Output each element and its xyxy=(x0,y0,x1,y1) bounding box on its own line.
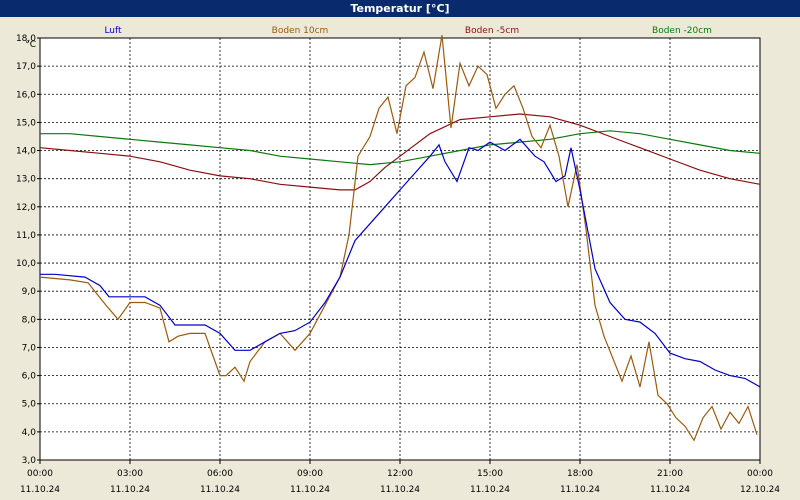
legend-entry-boden-20cm: Boden -20cm xyxy=(652,26,712,36)
x-tick-time: 09:00 xyxy=(297,469,323,479)
x-tick-date: 11.10.24 xyxy=(110,485,150,495)
y-tick-label: 6,0 xyxy=(22,372,37,382)
x-tick-date: 11.10.24 xyxy=(200,485,240,495)
x-tick-time: 15:00 xyxy=(477,469,503,479)
legend-entry-boden-10cm: Boden 10cm xyxy=(272,26,329,36)
y-tick-label: 16,0 xyxy=(16,90,36,100)
x-tick-time: 18:00 xyxy=(567,469,593,479)
y-unit-label: °C xyxy=(25,40,36,50)
x-tick-date: 11.10.24 xyxy=(380,485,420,495)
y-tick-label: 4,0 xyxy=(22,428,37,438)
series-line-boden-5cm xyxy=(39,113,761,191)
y-tick-label: 14,0 xyxy=(16,147,36,157)
y-tick-label: 18,0 xyxy=(16,34,36,44)
series-line-boden-20cm xyxy=(40,130,761,166)
y-tick-label: 5,0 xyxy=(22,400,37,410)
y-tick-label: 10,0 xyxy=(16,259,36,269)
x-tick-date: 11.10.24 xyxy=(650,485,690,495)
x-tick-time: 06:00 xyxy=(207,469,233,479)
y-tick-label: 15,0 xyxy=(16,118,36,128)
x-tick-time: 03:00 xyxy=(117,469,143,479)
series-line-boden-10cm xyxy=(39,35,758,442)
y-tick-label: 3,0 xyxy=(22,456,37,466)
y-tick-label: 11,0 xyxy=(16,231,36,241)
legend-entry-luft: Luft xyxy=(104,26,122,36)
x-tick-time: 00:00 xyxy=(747,469,773,479)
x-tick-time: 00:00 xyxy=(27,469,53,479)
y-tick-label: 8,0 xyxy=(22,315,37,325)
x-tick-date: 11.10.24 xyxy=(560,485,600,495)
x-tick-date: 11.10.24 xyxy=(20,485,60,495)
series-line-luft xyxy=(40,138,761,388)
y-tick-label: 7,0 xyxy=(22,343,37,353)
x-tick-time: 21:00 xyxy=(657,469,683,479)
x-tick-date: 11.10.24 xyxy=(470,485,510,495)
y-tick-label: 12,0 xyxy=(16,203,36,213)
window-title: Temperatur [°C] xyxy=(0,0,800,17)
x-tick-date: 11.10.24 xyxy=(290,485,330,495)
legend-entry-boden-5cm: Boden -5cm xyxy=(465,26,519,36)
plot-area xyxy=(39,37,761,461)
y-tick-label: 17,0 xyxy=(16,62,36,72)
y-tick-label: 13,0 xyxy=(16,175,36,185)
x-tick-date: 12.10.24 xyxy=(740,485,780,495)
y-tick-label: 9,0 xyxy=(22,287,37,297)
x-tick-time: 12:00 xyxy=(387,469,413,479)
